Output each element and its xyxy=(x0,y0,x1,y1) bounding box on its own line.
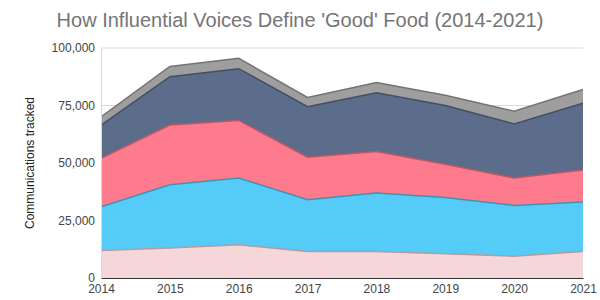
title: How Influential Voices Define 'Good' Foo… xyxy=(57,9,544,31)
x-tick-label: 2018 xyxy=(364,282,391,296)
x-tick-label: 2020 xyxy=(501,282,528,296)
area-edge xyxy=(101,178,583,207)
area-edge xyxy=(101,69,583,125)
y-tick-label: 0 xyxy=(88,271,95,285)
y-axis-title: Communications tracked xyxy=(23,97,37,229)
grid xyxy=(101,48,583,278)
x-tick: 2018 xyxy=(364,278,391,296)
y-tick-label: 50,000 xyxy=(58,156,95,170)
area-edge xyxy=(101,58,583,117)
y-tick-label: 100,000 xyxy=(52,41,96,55)
area xyxy=(101,69,583,178)
area xyxy=(101,58,583,125)
x-tick-label: 2015 xyxy=(157,282,184,296)
chart: 20142015201620172018201920202021025,0005… xyxy=(0,0,600,300)
x-axis-line xyxy=(102,278,584,279)
y-tick-label: 25,000 xyxy=(58,214,95,228)
x-tick-label: 2019 xyxy=(432,282,459,296)
area-edge xyxy=(101,245,583,257)
x-tick: 2016 xyxy=(226,278,253,296)
y-axis: 0 25,000 50,000 75,000 100,000 xyxy=(52,41,102,285)
x-axis: 20142015201620172018201920202021 xyxy=(88,278,597,296)
area-edge xyxy=(101,120,583,178)
x-tick: 2015 xyxy=(157,278,184,296)
grid-line xyxy=(101,48,583,49)
x-tick-label: 2017 xyxy=(295,282,322,296)
x-tick: 2020 xyxy=(501,278,528,296)
y-tick-label: 75,000 xyxy=(58,99,95,113)
y-tick: 75,000 xyxy=(58,99,101,113)
plot-area xyxy=(101,58,583,278)
x-tick: 2019 xyxy=(432,278,459,296)
y-axis-line xyxy=(101,49,102,279)
y-tick: 0 xyxy=(88,271,101,285)
y-tick: 25,000 xyxy=(58,214,101,228)
y-tick: 50,000 xyxy=(58,156,101,170)
x-tick: 2021 xyxy=(570,278,597,296)
x-tick-label: 2021 xyxy=(570,282,597,296)
x-tick: 2017 xyxy=(295,278,322,296)
x-tick-label: 2016 xyxy=(226,282,253,296)
y-tick: 100,000 xyxy=(52,41,101,55)
